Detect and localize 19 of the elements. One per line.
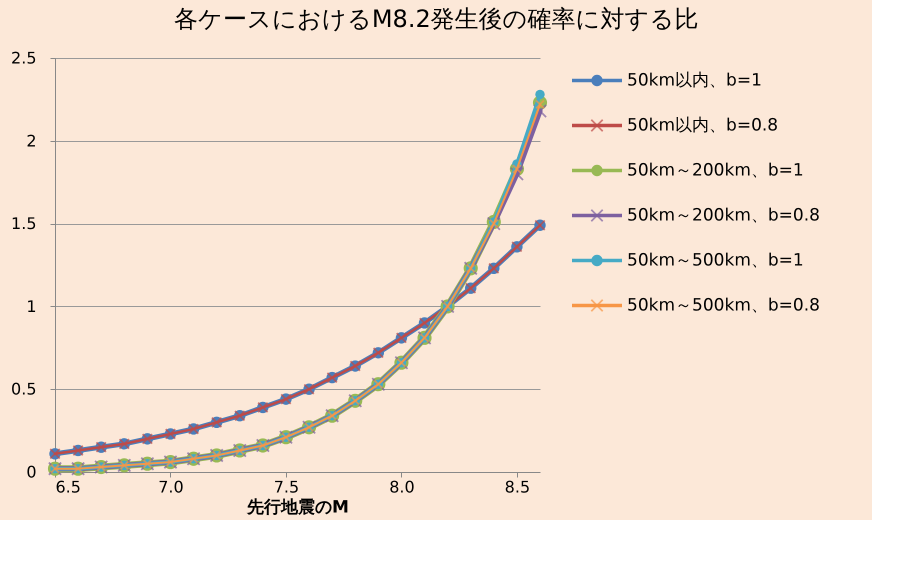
x-axis-title: 先行地震のM — [246, 498, 349, 518]
legend-label: 50km以内、b=1 — [627, 70, 762, 90]
x-tick-label: 7.5 — [274, 478, 300, 496]
legend-label: 50km～200km、b=0.8 — [627, 206, 820, 226]
y-tick-label: 2.5 — [11, 48, 36, 68]
y-tick-label: 1 — [26, 296, 36, 316]
x-tick-label: 8.5 — [504, 478, 530, 496]
y-tick-label: 2 — [26, 131, 36, 150]
chart-title: 各ケースにおけるM8.2発生後の確率に対する比 — [174, 5, 699, 33]
x-tick-label: 8.0 — [389, 478, 415, 496]
y-tick-label: 1.5 — [11, 214, 36, 234]
x-tick-label: 7.0 — [158, 478, 184, 496]
y-tick-label: 0 — [26, 462, 36, 482]
legend-label: 50km～200km、b=1 — [627, 160, 804, 180]
x-tick-label: 6.5 — [56, 478, 81, 496]
legend-label: 50km以内、b=0.8 — [627, 116, 778, 136]
legend-label: 50km～500km、b=1 — [627, 250, 804, 270]
y-tick-label: 0.5 — [11, 380, 36, 399]
legend-label: 50km～500km、b=0.8 — [627, 296, 820, 316]
